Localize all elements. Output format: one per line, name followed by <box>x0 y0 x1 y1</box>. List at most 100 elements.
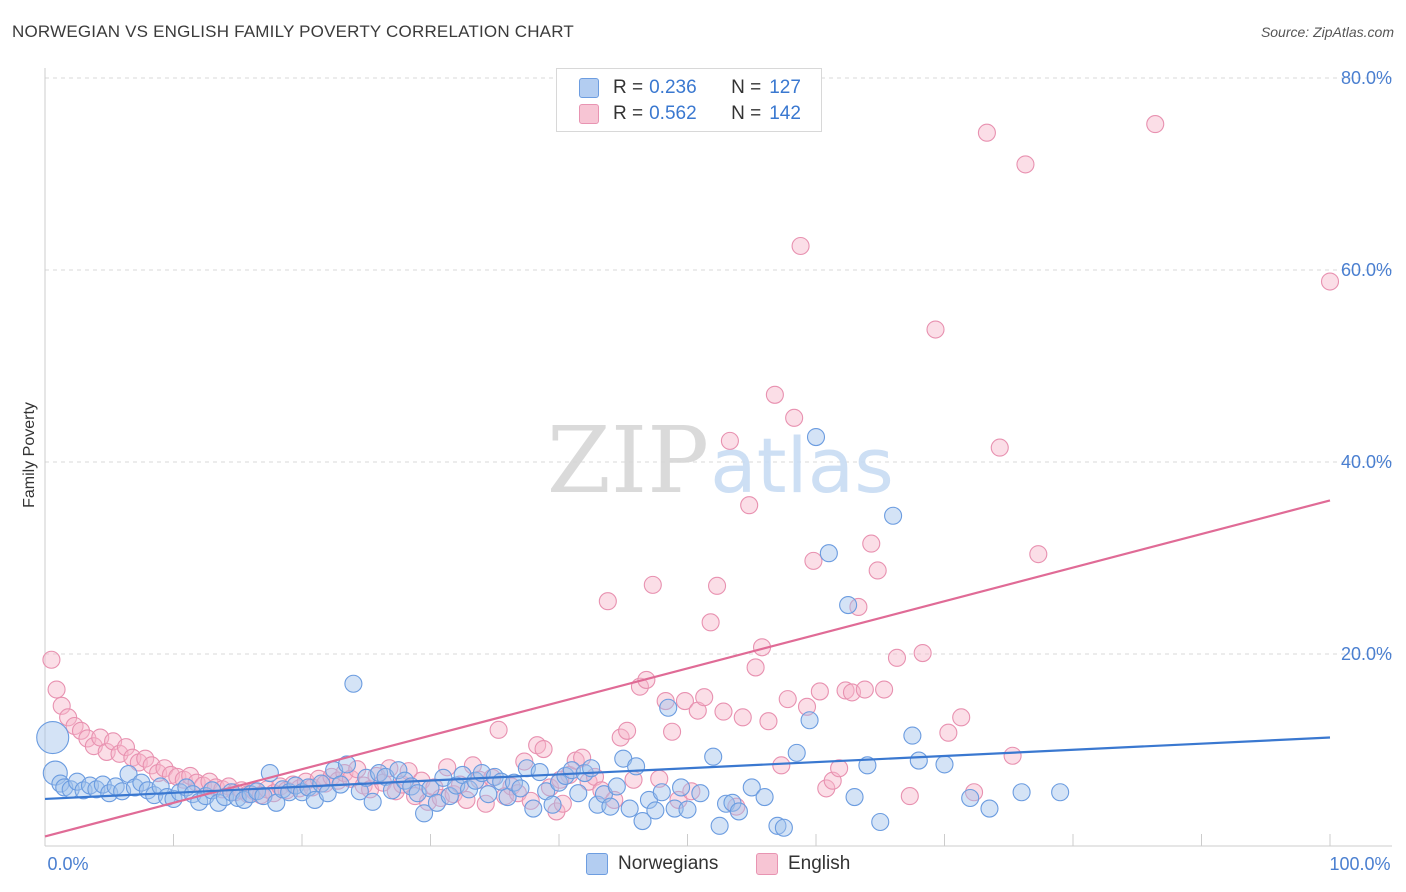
norwegian-point <box>524 799 543 818</box>
legend-swatch-norwegians <box>579 78 599 98</box>
x-tick-label: 100.0% <box>1329 854 1390 874</box>
norwegian-trend-line <box>44 736 1331 801</box>
legend-r-value-norwegians: 0.236 <box>649 77 697 98</box>
series-swatch-norwegians <box>586 853 608 875</box>
english-point <box>810 682 829 701</box>
english-point <box>1146 115 1165 134</box>
axes <box>44 68 1392 847</box>
norwegian-point <box>511 779 530 798</box>
english-point <box>765 385 784 404</box>
norwegian-point <box>845 787 864 807</box>
norwegian-point <box>1012 783 1031 802</box>
series-label-english: English <box>788 853 851 874</box>
watermark-zip: ZIP <box>547 407 709 514</box>
english-point <box>830 759 849 778</box>
norwegian-point <box>678 800 697 819</box>
norwegian-point <box>909 751 928 770</box>
trend-lines <box>44 499 1331 838</box>
legend-r-label: R = <box>613 77 644 98</box>
english-point <box>720 431 739 450</box>
watermark-atlas: atlas <box>710 421 894 510</box>
legend-n-label: N = <box>731 103 762 124</box>
english-point <box>643 575 662 594</box>
english-point <box>804 551 823 570</box>
source-credit: Source: ZipAtlas.com <box>1260 24 1394 40</box>
english-point <box>1029 545 1048 564</box>
norwegian-point <box>530 763 549 782</box>
english-point <box>155 759 174 778</box>
english-point <box>701 613 720 632</box>
norwegian-point <box>1051 783 1070 802</box>
english-point <box>573 748 592 767</box>
english-point <box>534 739 553 759</box>
english-point <box>116 738 136 757</box>
english-point <box>611 728 630 747</box>
english-point <box>675 691 694 711</box>
english-point <box>759 712 778 731</box>
series-legend-english[interactable]: English <box>756 852 850 876</box>
norwegian-point <box>337 755 357 774</box>
legend-row-english: R = 0.562 N = 142 <box>579 102 801 126</box>
english-point <box>714 702 733 721</box>
norwegian-point <box>858 756 877 775</box>
legend-n-value-norwegians: 127 <box>769 77 801 98</box>
y-tick-label: 80.0% <box>1341 68 1392 88</box>
norwegian-point <box>903 726 922 745</box>
english-point <box>78 729 97 748</box>
legend-r-label: R = <box>613 103 644 124</box>
english-point <box>926 320 945 339</box>
english-trend-line <box>44 499 1331 838</box>
english-point <box>990 438 1009 457</box>
english-point <box>489 720 508 739</box>
english-point <box>457 790 476 809</box>
series-legend-norwegians[interactable]: Norwegians <box>586 852 718 876</box>
english-point <box>47 680 66 699</box>
norwegian-point <box>935 755 954 774</box>
norwegian-point <box>800 711 819 730</box>
english-point <box>887 648 907 667</box>
english-point <box>875 680 894 699</box>
english-point <box>1016 155 1035 174</box>
english-point <box>855 680 874 699</box>
english-point <box>695 688 714 707</box>
y-tick-label: 60.0% <box>1341 260 1392 280</box>
axis-ticks: 20.0% 40.0% 60.0% 80.0% 0.0% 100.0% <box>44 68 1392 874</box>
english-point <box>939 723 958 742</box>
y-tick-label: 20.0% <box>1341 644 1392 664</box>
norwegian-point <box>672 778 691 797</box>
english-point <box>778 690 797 709</box>
y-axis-title: Family Poverty <box>21 402 38 508</box>
english-point <box>868 561 887 580</box>
english-point <box>618 721 637 740</box>
english-point <box>952 708 971 727</box>
legend-r-value-english: 0.562 <box>649 103 697 124</box>
norwegian-point <box>389 761 408 780</box>
legend-row-norwegians: R = 0.236 N = 127 <box>579 76 801 100</box>
norwegian-point <box>871 812 890 832</box>
norwegian-point <box>742 778 761 797</box>
english-point <box>977 123 996 142</box>
english-point <box>817 779 836 798</box>
english-point <box>740 496 759 515</box>
english-point <box>900 787 919 806</box>
english-point <box>836 681 855 700</box>
english-point <box>598 592 617 611</box>
legend-n-label: N = <box>731 77 762 98</box>
english-point <box>1320 272 1340 291</box>
x-tick-label: 0.0% <box>47 854 88 874</box>
norwegian-point <box>569 784 588 803</box>
legend-swatch-english <box>579 104 599 124</box>
norwegian-point <box>344 674 363 693</box>
norwegian-point <box>774 818 793 837</box>
norwegian-point <box>755 787 774 807</box>
norwegian-points <box>36 427 1070 837</box>
series-label-norwegians: Norwegians <box>618 853 719 874</box>
english-point <box>708 576 727 595</box>
norwegian-point <box>665 799 684 818</box>
norwegian-point <box>151 777 170 796</box>
norwegian-point <box>646 801 665 820</box>
english-point <box>42 650 61 669</box>
norwegian-point <box>415 804 434 823</box>
english-point <box>785 408 804 427</box>
